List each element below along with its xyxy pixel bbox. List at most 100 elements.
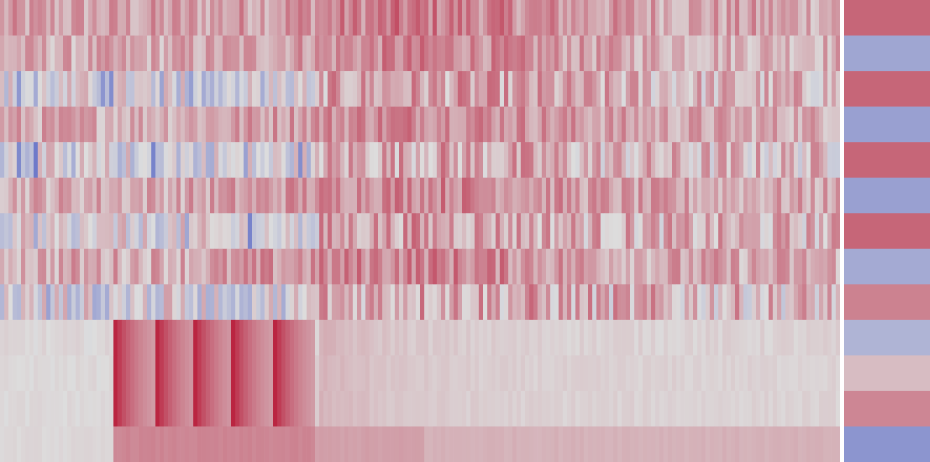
heatmap-cell: [84, 284, 89, 321]
heatmap-cell: [298, 71, 303, 107]
heatmap-cell: [638, 426, 643, 462]
heatmap-cell: [663, 106, 669, 143]
heatmap-cell: [294, 426, 299, 462]
heatmap-cell: [810, 71, 816, 107]
heatmap-cell: [252, 142, 257, 178]
heatmap-cell: [105, 106, 110, 143]
heatmap-cell: [432, 0, 438, 36]
heatmap-cell: [399, 106, 404, 143]
heatmap-cell: [197, 248, 202, 285]
heatmap-cell: [827, 106, 832, 143]
heatmap-cell: [743, 35, 748, 72]
heatmap-cell: [558, 213, 564, 250]
heatmap-cell: [798, 248, 803, 285]
heatmap-cell: [407, 248, 412, 285]
heatmap-cell: [596, 71, 601, 107]
heatmap-cell: [71, 319, 76, 356]
heatmap-cell: [600, 319, 606, 356]
heatmap-cell: [197, 177, 202, 214]
heatmap-cell: [168, 177, 173, 214]
heatmap-cell: [100, 142, 106, 178]
heatmap-cell: [592, 35, 597, 72]
heatmap-cell: [352, 390, 358, 427]
heatmap-cell: [420, 35, 425, 72]
heatmap-cell: [92, 284, 97, 321]
heatmap-cell: [285, 248, 291, 285]
heatmap-cell: [121, 35, 127, 72]
heatmap-cell: [743, 319, 748, 356]
heatmap-cell: [88, 106, 93, 143]
heatmap-cell: [365, 0, 370, 36]
heatmap-cell: [735, 355, 740, 392]
heatmap-cell: [701, 355, 706, 392]
heatmap-cell: [449, 142, 454, 178]
heatmap-cell: [340, 390, 345, 427]
heatmap-cell: [92, 177, 97, 214]
heatmap-cell: [743, 426, 748, 462]
heatmap-cell: [159, 71, 165, 107]
heatmap-cell: [562, 319, 568, 356]
heatmap-cell: [466, 426, 471, 462]
heatmap-cell: [319, 319, 324, 356]
heatmap-cell: [294, 106, 299, 143]
heatmap-cell: [680, 355, 685, 392]
heatmap-cell: [142, 35, 148, 72]
heatmap-cell: [474, 35, 480, 72]
heatmap-cell: [819, 71, 824, 107]
heatmap-cell: [201, 0, 207, 36]
heatmap-cell: [67, 0, 72, 36]
heatmap-cell: [781, 426, 786, 462]
heatmap-cell: [84, 35, 89, 72]
heatmap-cell: [520, 177, 526, 214]
heatmap-cell: [37, 142, 43, 178]
heatmap-cell: [819, 0, 824, 36]
heatmap-cell: [84, 71, 89, 107]
heatmap-cell: [193, 390, 198, 427]
heatmap-cell: [798, 0, 803, 36]
heatmap-cell: [256, 213, 261, 250]
heatmap-cell: [663, 248, 669, 285]
heatmap-cell: [709, 284, 715, 321]
heatmap-cell: [432, 248, 438, 285]
heatmap-cell: [722, 0, 727, 36]
heatmap-cell: [483, 319, 488, 356]
heatmap-cell: [798, 355, 803, 392]
heatmap-cell: [617, 319, 622, 356]
heatmap-cell: [58, 248, 64, 285]
heatmap-cell: [96, 319, 102, 356]
heatmap-cell: [92, 355, 97, 392]
heatmap-cell: [306, 106, 312, 143]
heatmap-cell: [445, 213, 450, 250]
heatmap-cell: [327, 71, 333, 107]
heatmap-cell: [571, 426, 576, 462]
heatmap-cell: [802, 319, 807, 356]
heatmap-cell: [29, 213, 34, 250]
heatmap-cell: [604, 284, 610, 321]
heatmap-cell: [319, 142, 324, 178]
heatmap-cell: [121, 213, 127, 250]
heatmap-cell: [562, 248, 568, 285]
heatmap-cell: [571, 284, 576, 321]
heatmap-cell: [390, 35, 396, 72]
heatmap-cell: [810, 248, 816, 285]
heatmap-cell: [210, 71, 215, 107]
heatmap-cell: [474, 319, 480, 356]
heatmap-cell: [806, 71, 811, 107]
heatmap-cell: [105, 142, 110, 178]
heatmap-cell: [676, 213, 681, 250]
heatmap-cell: [609, 142, 614, 178]
heatmap-cell: [37, 390, 43, 427]
heatmap-cell: [621, 177, 627, 214]
heatmap-cell: [268, 284, 274, 321]
heatmap-cell: [67, 106, 72, 143]
heatmap-cell: [138, 284, 144, 321]
heatmap-cell: [327, 106, 333, 143]
heatmap-cell: [92, 390, 97, 427]
heatmap-cell: [336, 319, 341, 356]
heatmap-cell: [546, 248, 551, 285]
heatmap-cell: [63, 390, 68, 427]
heatmap-cell: [718, 0, 723, 36]
heatmap-cell: [193, 213, 198, 250]
heatmap-cell: [739, 213, 744, 250]
heatmap-cell: [264, 106, 270, 143]
